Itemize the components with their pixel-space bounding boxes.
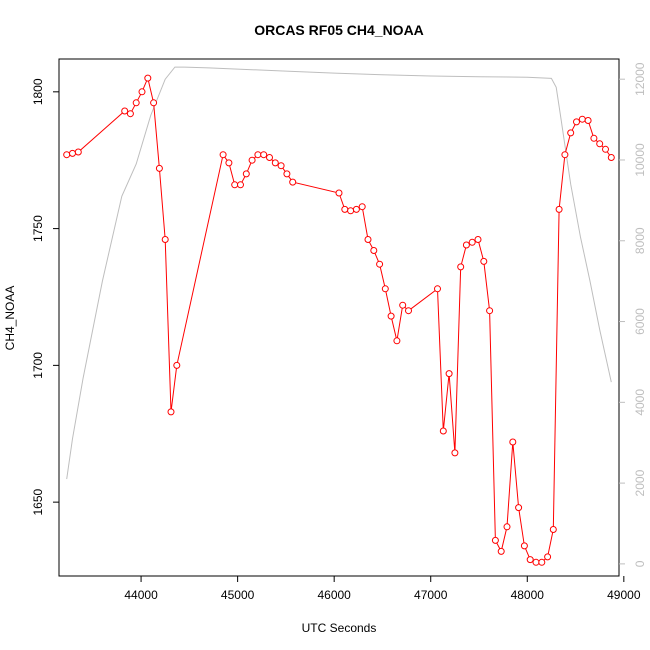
ch4-point: [161, 236, 169, 243]
ch4-point: [509, 438, 517, 446]
ch4-point: [237, 181, 244, 189]
y2-tick-label: 6000: [633, 308, 647, 335]
ch4-point: [260, 151, 268, 159]
ch4-point: [393, 337, 401, 345]
ch4-point: [335, 189, 343, 197]
ch4-point: [457, 263, 465, 271]
ch4-point: [520, 542, 528, 550]
ch4-point: [590, 134, 598, 142]
ch4-point: [526, 556, 534, 564]
ch4-point: [231, 181, 239, 189]
chart-title: ORCAS RF05 CH4_NOAA: [254, 22, 424, 38]
y-tick-label: 1750: [31, 215, 45, 242]
ch4-point: [491, 536, 499, 544]
ch4-point: [561, 151, 569, 159]
ch4-point: [173, 361, 181, 369]
ch4-point: [451, 449, 459, 457]
ch4-point: [69, 149, 76, 157]
ch4-point: [364, 236, 372, 243]
ch4-point: [596, 140, 604, 148]
ch4-point: [74, 148, 82, 156]
ch4-point: [358, 203, 366, 211]
ch4-point: [155, 164, 163, 172]
altitude-line: [66, 66, 612, 480]
ch4-point: [445, 370, 453, 378]
ch4-point: [497, 547, 505, 555]
ch4-point: [515, 504, 523, 512]
ch4-point: [555, 205, 563, 213]
ch4-point: [283, 170, 291, 178]
ch4-point: [271, 159, 279, 167]
ch4-point: [468, 238, 476, 246]
y2-axis: 0 2000 4000 6000 8000 10000 12000: [619, 62, 647, 567]
ch4-point: [254, 151, 262, 159]
ch4-point: [277, 162, 285, 170]
ch4-point: [167, 408, 175, 416]
ch4-point: [480, 257, 488, 265]
ch4-point: [219, 151, 227, 159]
ch4-line: [66, 76, 612, 563]
ch4-point: [144, 74, 152, 82]
ch4-point: [439, 427, 447, 435]
ch4-point: [387, 312, 395, 320]
ch4-point: [63, 151, 71, 159]
plot-frame: [58, 58, 620, 577]
y2-tick-label: 0: [633, 560, 647, 567]
ch4-point: [462, 241, 470, 249]
ch4-point: [121, 107, 129, 115]
ch4-point: [352, 205, 360, 213]
ch4-point: [538, 558, 546, 566]
x-axis-label: UTC Seconds: [302, 621, 377, 635]
ch4-point: [544, 553, 552, 561]
y-tick-label: 1650: [31, 488, 45, 515]
x-axis: 44000 45000 46000 47000 48000 49000: [124, 576, 641, 602]
ch4-point: [573, 118, 580, 126]
x-tick-label: 47000: [414, 588, 448, 602]
ch4-point: [405, 307, 412, 315]
ch4-point: [503, 523, 511, 531]
x-tick-label: 46000: [317, 588, 351, 602]
ch4-point: [370, 247, 378, 254]
ch4-point: [486, 307, 494, 315]
ch4-point: [434, 285, 441, 293]
ch4-point: [376, 260, 384, 268]
ch4-point: [266, 154, 273, 161]
y-tick-label: 1800: [31, 78, 45, 105]
ch4-point: [532, 558, 540, 566]
ch4-point: [225, 159, 233, 167]
ch4-point: [549, 526, 557, 533]
x-tick-label: 45000: [221, 588, 255, 602]
x-tick-label: 44000: [124, 588, 158, 602]
ch4-point: [584, 117, 592, 124]
x-tick-label: 49000: [607, 588, 641, 602]
y-axis-label: CH4_NOAA: [3, 286, 17, 351]
ch4-point: [347, 207, 355, 215]
ch4-point: [150, 99, 158, 107]
ch4-point: [607, 154, 615, 161]
ch4-point: [248, 156, 256, 164]
ch4-point: [242, 170, 250, 178]
series-layer: [63, 66, 615, 566]
ch4-point: [132, 99, 140, 107]
ch4-point: [341, 205, 349, 213]
ch4-point: [289, 178, 297, 186]
x-tick-label: 48000: [511, 588, 545, 602]
y-tick-label: 1700: [31, 352, 45, 379]
ch4-point: [138, 88, 146, 96]
ch4-point: [578, 115, 586, 123]
y2-tick-label: 10000: [633, 143, 647, 177]
ch4-point: [399, 301, 407, 309]
y2-tick-label: 8000: [633, 227, 647, 254]
y2-tick-label: 2000: [633, 469, 647, 496]
ch4-point: [381, 285, 389, 293]
y2-tick-label: 4000: [633, 389, 647, 416]
ch4-point: [474, 236, 482, 243]
ch4-point: [126, 110, 134, 118]
ch4-point: [602, 145, 609, 153]
y2-tick-label: 12000: [633, 62, 647, 96]
ch4-point: [567, 129, 575, 137]
y-axis: 1650 1700 1750 1800: [31, 78, 59, 515]
